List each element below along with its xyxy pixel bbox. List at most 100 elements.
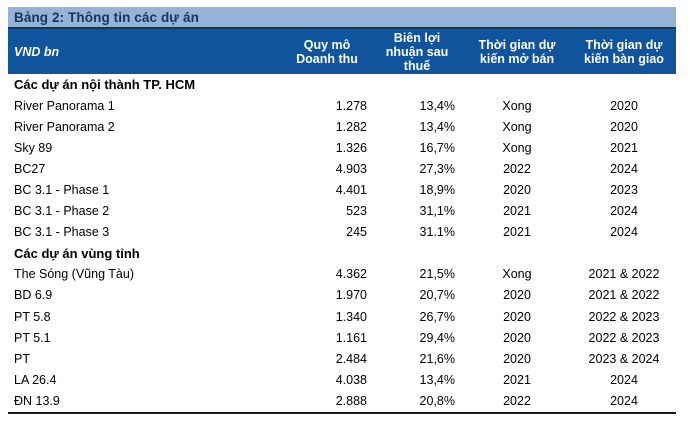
cell-margin: 13,4% xyxy=(419,98,455,113)
cell-handover: 2020 xyxy=(610,98,638,113)
cell-handover: 2024 xyxy=(610,393,638,408)
cell-open: 2020 xyxy=(503,183,531,198)
cell-handover: 2022 & 2023 xyxy=(588,330,660,345)
table-container: Bảng 2: Thông tin các dự án VND bn Quy m… xyxy=(8,7,676,414)
table-row: River Panorama 2 1.282 13,4% Xong 2020 xyxy=(8,116,676,137)
cell-open: 2020 xyxy=(503,309,531,324)
cell-open: 2020 xyxy=(503,351,531,366)
table-row: BC 3.1 - Phase 3 245 31.1% 2021 2024 xyxy=(8,222,676,243)
cell-margin: 13,4% xyxy=(419,119,455,134)
section-header-row: Các dự án nội thành TP. HCM xyxy=(8,74,676,95)
cell-name: The Sóng (Vũng Tàu) xyxy=(14,267,134,282)
cell-name: Sky 89 xyxy=(14,140,53,155)
cell-revenue: 4.903 xyxy=(335,161,367,176)
cell-name: River Panorama 2 xyxy=(14,119,115,134)
cell-open: Xong xyxy=(502,98,532,113)
column-header-open-date: Thời gian dự kiến mở bán xyxy=(462,29,572,74)
table-body: Các dự án nội thành TP. HCM River Panoram… xyxy=(8,74,676,413)
table-row: BD 6.9 1.970 20,7% 2020 2021 & 2022 xyxy=(8,285,676,306)
column-header-margin: Biên lợi nhuận sau thuế xyxy=(372,29,462,74)
cell-open: Xong xyxy=(502,140,532,155)
cell-name: LA 26.4 xyxy=(14,372,57,387)
cell-revenue: 4.038 xyxy=(335,372,367,387)
table-row: PT 5.8 1.340 26,7% 2020 2022 & 2023 xyxy=(8,306,676,327)
cell-handover: 2021 & 2022 xyxy=(588,288,660,303)
cell-handover: 2022 & 2023 xyxy=(588,309,660,324)
cell-margin: 13,4% xyxy=(419,372,455,387)
cell-revenue: 245 xyxy=(346,225,367,240)
cell-revenue: 4.362 xyxy=(335,267,367,282)
cell-revenue: 2.888 xyxy=(335,393,367,408)
cell-handover: 2021 xyxy=(610,140,638,155)
table-row: LA 26.4 4.038 13,4% 2021 2024 xyxy=(8,369,676,390)
column-header-handover: Thời gian dự kiến bàn giao xyxy=(572,29,676,74)
table-title: Bảng 2: Thông tin các dự án xyxy=(8,7,676,29)
cell-name: PT 5.8 xyxy=(14,309,51,324)
cell-name: BC 3.1 - Phase 2 xyxy=(14,204,110,219)
cell-name: PT 5.1 xyxy=(14,330,51,345)
cell-revenue: 1.161 xyxy=(335,330,367,345)
section-header-label: Các dự án vùng tỉnh xyxy=(14,245,140,261)
cell-name: BC 3.1 - Phase 1 xyxy=(14,183,110,198)
table-row: BC 3.1 - Phase 1 4.401 18,9% 2020 2023 xyxy=(8,179,676,200)
cell-revenue: 1.340 xyxy=(335,309,367,324)
cell-open: 2022 xyxy=(503,393,531,408)
table-row: Sky 89 1.326 16,7% Xong 2021 xyxy=(8,137,676,158)
cell-handover: 2024 xyxy=(610,225,638,240)
table-row: PT 5.1 1.161 29,4% 2020 2022 & 2023 xyxy=(8,327,676,348)
cell-open: 2020 xyxy=(503,288,531,303)
cell-handover: 2021 & 2022 xyxy=(588,267,660,282)
cell-margin: 31,1% xyxy=(419,204,455,219)
cell-open: 2021 xyxy=(503,372,531,387)
table-row: River Panorama 1 1.278 13,4% Xong 2020 xyxy=(8,95,676,116)
cell-open: 2022 xyxy=(503,161,531,176)
table-row: BC27 4.903 27,3% 2022 2024 xyxy=(8,158,676,179)
cell-margin: 21,5% xyxy=(419,267,455,282)
cell-margin: 27,3% xyxy=(419,161,455,176)
cell-margin: 21,6% xyxy=(419,351,455,366)
cell-name: River Panorama 1 xyxy=(14,98,115,113)
cell-margin: 29,4% xyxy=(419,330,455,345)
cell-open: Xong xyxy=(502,119,532,134)
cell-handover: 2020 xyxy=(610,119,638,134)
cell-open: 2021 xyxy=(503,204,531,219)
section-header-label: Các dự án nội thành TP. HCM xyxy=(14,77,196,93)
table-header: VND bn Quy mô Doanh thu Biên lợi nhuận s… xyxy=(8,29,676,74)
cell-open: 2021 xyxy=(503,225,531,240)
cell-name: ĐN 13.9 xyxy=(14,393,60,408)
section-header-row: Các dự án vùng tỉnh xyxy=(8,243,676,264)
cell-open: 2020 xyxy=(503,330,531,345)
cell-handover: 2024 xyxy=(610,161,638,176)
cell-revenue: 1.326 xyxy=(335,140,367,155)
cell-name: BD 6.9 xyxy=(14,288,53,303)
column-header-revenue: Quy mô Doanh thu xyxy=(282,29,372,74)
cell-open: Xong xyxy=(502,267,532,282)
cell-margin: 26,7% xyxy=(419,309,455,324)
cell-handover: 2024 xyxy=(610,372,638,387)
cell-margin: 20,7% xyxy=(419,288,455,303)
table-row: The Sóng (Vũng Tàu) 4.362 21,5% Xong 2021 & … xyxy=(8,264,676,285)
cell-margin: 31.1% xyxy=(419,225,455,240)
header-row: VND bn Quy mô Doanh thu Biên lợi nhuận s… xyxy=(8,29,676,74)
table-row: ĐN 13.9 2.888 20,8% 2022 2024 xyxy=(8,390,676,412)
cell-name: BC27 xyxy=(14,161,46,176)
cell-revenue: 2.484 xyxy=(335,351,367,366)
cell-revenue: 523 xyxy=(346,204,367,219)
cell-handover: 2024 xyxy=(610,204,638,219)
table-row: PT 2.484 21,6% 2020 2023 & 2024 xyxy=(8,348,676,369)
cell-margin: 18,9% xyxy=(419,183,455,198)
projects-table: VND bn Quy mô Doanh thu Biên lợi nhuận s… xyxy=(8,29,676,414)
cell-revenue: 1.278 xyxy=(335,98,367,113)
cell-revenue: 1.970 xyxy=(335,288,367,303)
cell-margin: 20,8% xyxy=(419,393,455,408)
table-row: BC 3.1 - Phase 2 523 31,1% 2021 2024 xyxy=(8,201,676,222)
cell-name: PT xyxy=(14,351,30,366)
cell-revenue: 1.282 xyxy=(335,119,367,134)
cell-revenue: 4.401 xyxy=(335,183,367,198)
cell-name: BC 3.1 - Phase 3 xyxy=(14,225,110,240)
unit-label: VND bn xyxy=(8,29,282,74)
cell-margin: 16,7% xyxy=(419,140,455,155)
cell-handover: 2023 xyxy=(610,183,638,198)
cell-handover: 2023 & 2024 xyxy=(588,351,660,366)
